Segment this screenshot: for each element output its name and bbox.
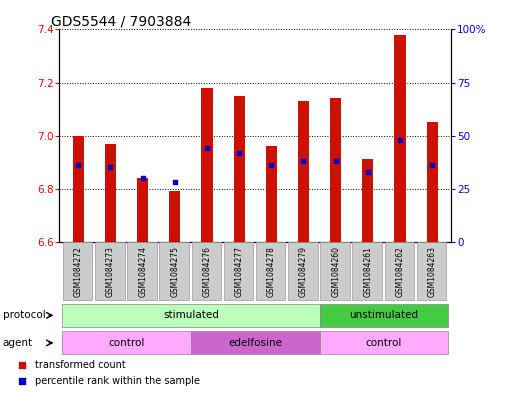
Bar [191,331,320,354]
Point [267,162,275,169]
Bar [256,242,285,300]
Bar [160,242,189,300]
Text: GSM1084274: GSM1084274 [138,246,147,297]
Point [235,149,243,156]
Bar [394,35,406,242]
Text: agent: agent [3,338,33,348]
Text: control: control [108,338,145,348]
Text: edelfosine: edelfosine [228,338,282,348]
Point [171,179,179,185]
Bar [320,331,448,354]
Bar [330,99,341,242]
Text: control: control [366,338,402,348]
Bar [352,242,382,300]
Bar [62,304,320,327]
Point [139,175,147,181]
Bar [191,242,221,300]
Point [331,158,340,164]
Text: transformed count: transformed count [35,360,126,371]
Bar [73,136,84,242]
Bar [62,331,191,354]
Bar [105,143,116,242]
Text: GSM1084261: GSM1084261 [363,246,372,297]
Bar [233,96,245,242]
Bar [362,160,373,242]
Text: GDS5544 / 7903884: GDS5544 / 7903884 [51,14,191,28]
Point [364,169,372,175]
Text: stimulated: stimulated [163,310,219,320]
Text: GSM1084279: GSM1084279 [299,246,308,297]
Bar [127,242,157,300]
Bar [417,242,446,300]
Point [18,362,26,369]
Text: percentile rank within the sample: percentile rank within the sample [35,376,200,386]
Bar [385,242,414,300]
Bar [320,242,350,300]
Point [428,162,436,169]
Point [300,158,308,164]
Bar [320,304,448,327]
Text: GSM1084262: GSM1084262 [396,246,404,297]
Text: GSM1084275: GSM1084275 [170,246,180,297]
Text: GSM1084273: GSM1084273 [106,246,115,297]
Text: unstimulated: unstimulated [349,310,419,320]
Bar [137,178,148,242]
Bar [298,101,309,242]
Bar [288,242,318,300]
Point [18,378,26,384]
Bar [266,146,277,242]
Text: GSM1084260: GSM1084260 [331,246,340,297]
Point [396,137,404,143]
Point [74,162,83,169]
Point [106,164,114,171]
Bar [224,242,253,300]
Text: GSM1084277: GSM1084277 [234,246,244,297]
Text: GSM1084263: GSM1084263 [428,246,437,297]
Bar [169,191,181,242]
Text: protocol: protocol [3,310,45,320]
Bar [63,242,92,300]
Text: GSM1084276: GSM1084276 [203,246,211,297]
Text: GSM1084272: GSM1084272 [74,246,83,297]
Text: GSM1084278: GSM1084278 [267,246,276,297]
Point [203,145,211,151]
Bar [95,242,125,300]
Bar [201,88,212,242]
Bar [426,122,438,242]
